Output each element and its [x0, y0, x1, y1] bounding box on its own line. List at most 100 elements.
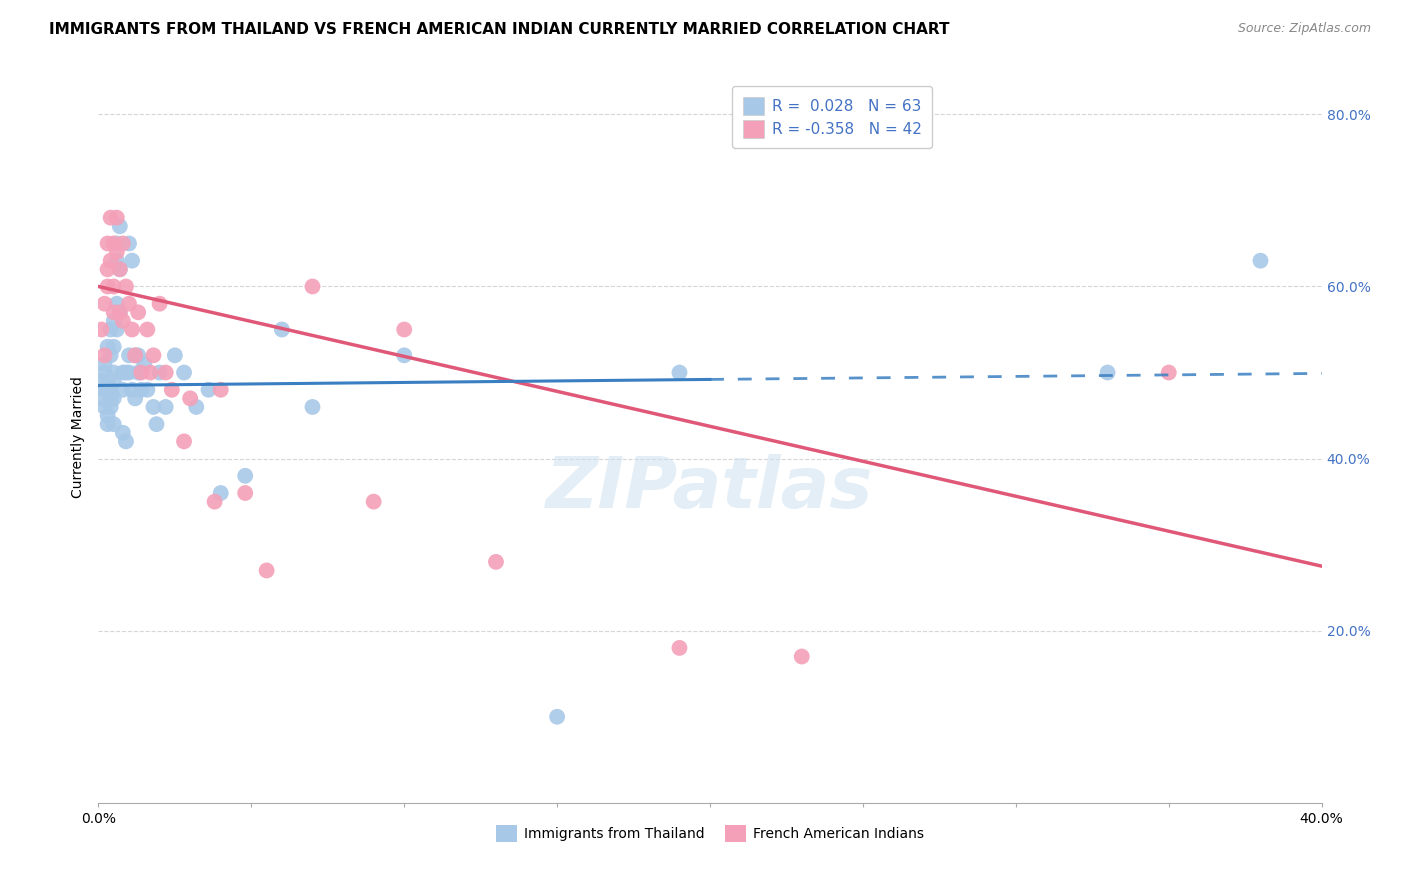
Point [149, 366, 172, 380]
Point [93, 400, 115, 414]
Point [136, 383, 159, 397]
Point [155, 366, 177, 380]
Point [100, 400, 122, 414]
Point [142, 400, 165, 414]
Point [121, 253, 143, 268]
Point [136, 322, 159, 336]
Point [97, 383, 120, 397]
Y-axis label: Currently Married: Currently Married [72, 376, 86, 498]
Point [97, 262, 120, 277]
Point [111, 366, 134, 380]
Point [108, 219, 131, 234]
Point [103, 305, 125, 319]
Text: ZIPatlas: ZIPatlas [547, 454, 873, 523]
Point [149, 296, 172, 310]
Point [668, 640, 690, 655]
Point [118, 348, 141, 362]
Point [93, 366, 115, 380]
Point [186, 400, 208, 414]
Point [209, 486, 232, 500]
Point [103, 236, 125, 251]
Point [127, 366, 149, 380]
Point [363, 494, 385, 508]
Point [392, 322, 416, 336]
Point [124, 348, 146, 362]
Point [111, 236, 134, 251]
Point [145, 417, 167, 432]
Point [546, 710, 568, 724]
Point [100, 322, 122, 336]
Point [111, 314, 134, 328]
Point [105, 211, 128, 225]
Point [1157, 366, 1180, 380]
Point [100, 253, 122, 268]
Text: IMMIGRANTS FROM THAILAND VS FRENCH AMERICAN INDIAN CURRENTLY MARRIED CORRELATION: IMMIGRANTS FROM THAILAND VS FRENCH AMERI… [49, 22, 949, 37]
Point [204, 494, 226, 508]
Point [270, 322, 292, 336]
Point [301, 400, 323, 414]
Point [142, 348, 165, 362]
Text: Source: ZipAtlas.com: Source: ZipAtlas.com [1237, 22, 1371, 36]
Point [301, 279, 323, 293]
Point [105, 253, 128, 268]
Point [173, 434, 195, 449]
Point [105, 245, 128, 260]
Point [108, 305, 131, 319]
Point [97, 409, 120, 423]
Point [108, 305, 131, 319]
Point [155, 400, 177, 414]
Point [129, 366, 152, 380]
Point [163, 348, 186, 362]
Point [115, 279, 138, 293]
Point [103, 314, 125, 328]
Point [124, 348, 146, 362]
Point [139, 366, 162, 380]
Point [233, 486, 256, 500]
Point [160, 383, 183, 397]
Point [103, 366, 125, 380]
Point [668, 366, 690, 380]
Point [97, 374, 120, 388]
Point [108, 262, 131, 277]
Point [1249, 253, 1271, 268]
Point [97, 279, 120, 293]
Point [121, 383, 143, 397]
Point [105, 322, 128, 336]
Point [127, 348, 149, 362]
Point [100, 383, 122, 397]
Point [209, 383, 232, 397]
Point [124, 392, 146, 406]
Point [134, 357, 156, 371]
Point [115, 366, 138, 380]
Point [103, 279, 125, 293]
Point [97, 417, 120, 432]
Point [90, 374, 112, 388]
Point [129, 383, 152, 397]
Point [105, 236, 128, 251]
Point [115, 434, 138, 449]
Point [100, 348, 122, 362]
Point [233, 468, 256, 483]
Point [103, 374, 125, 388]
Point [90, 392, 112, 406]
Point [103, 392, 125, 406]
Point [111, 425, 134, 440]
Point [103, 340, 125, 354]
Point [173, 366, 195, 380]
Point [485, 555, 508, 569]
Point [121, 322, 143, 336]
Point [790, 649, 813, 664]
Point [93, 383, 115, 397]
Point [127, 305, 149, 319]
Point [197, 383, 219, 397]
Point [100, 392, 122, 406]
Point [93, 357, 115, 371]
Point [179, 392, 201, 406]
Point [118, 366, 141, 380]
Point [97, 340, 120, 354]
Point [93, 348, 115, 362]
Point [256, 564, 278, 578]
Point [93, 296, 115, 310]
Point [105, 296, 128, 310]
Point [97, 236, 120, 251]
